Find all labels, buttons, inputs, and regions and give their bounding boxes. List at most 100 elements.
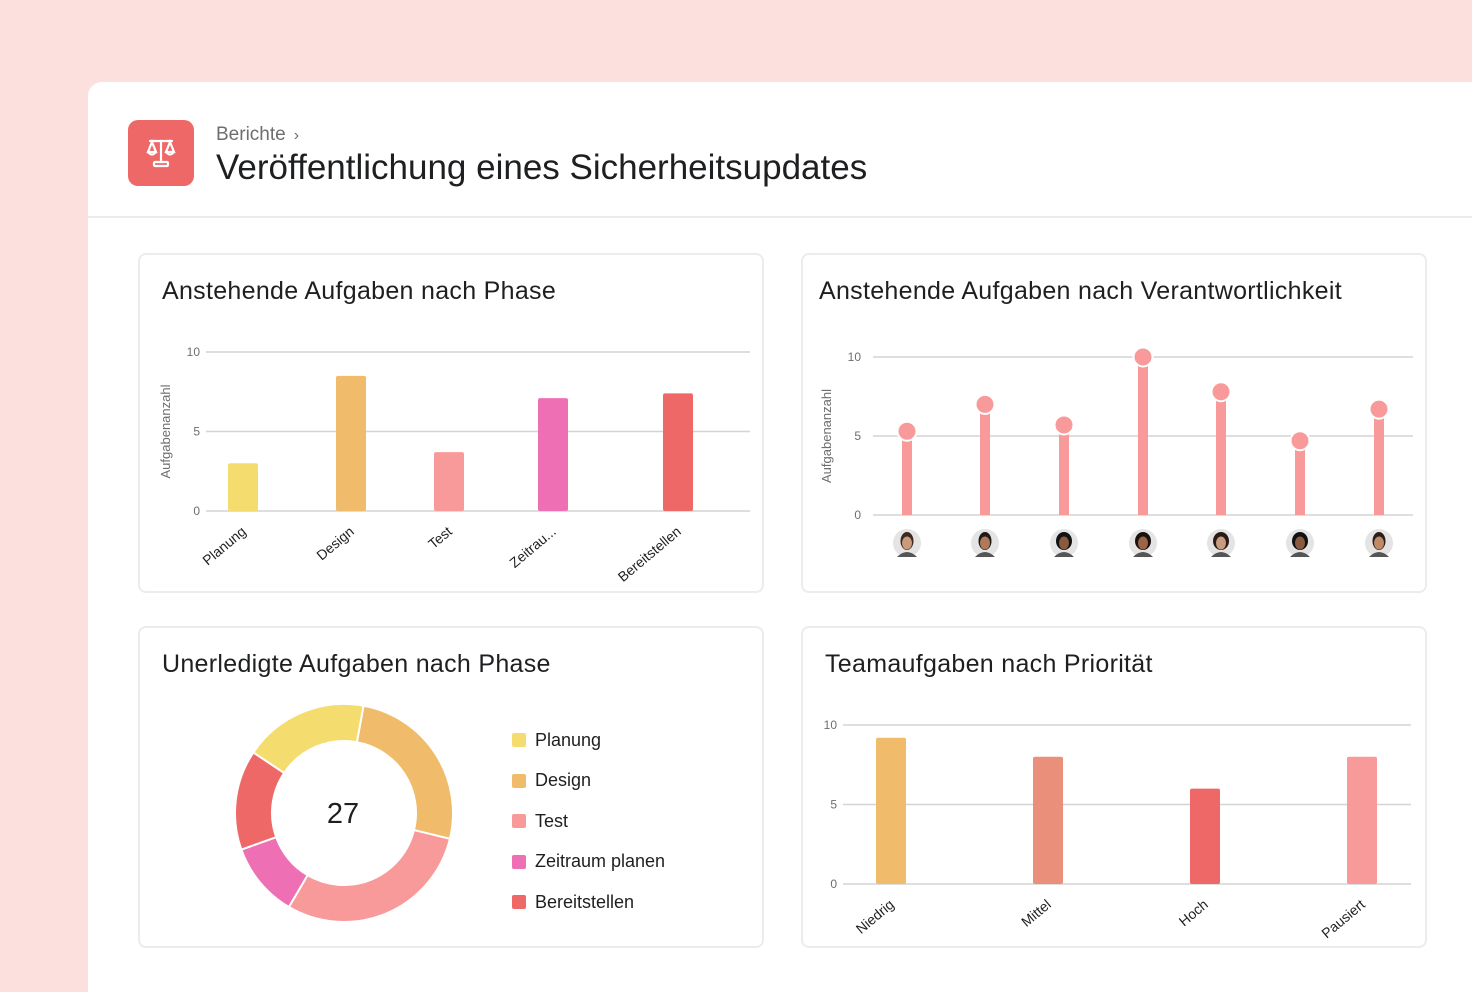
panel-phase: Anstehende Aufgaben nach Phase 0 5 10 Aufga… (138, 253, 764, 593)
avatar (1129, 529, 1157, 557)
y-tick-label: 10 (824, 718, 838, 732)
bar-planung (228, 463, 258, 511)
panel-title: Teamaufgaben nach Priorität (825, 650, 1153, 678)
y-tick-label: 10 (187, 345, 201, 359)
x-tick-label: Pausiert (1318, 896, 1368, 941)
phase-bar-chart: 0 5 10 Aufgabenanzahl Planung Design Test Zeitr… (158, 345, 750, 585)
bar-test (434, 452, 464, 511)
avatar (1365, 529, 1393, 557)
legend-item: Design (512, 761, 665, 802)
avatar-shoulders (1211, 552, 1231, 557)
y-tick-label: 10 (848, 350, 862, 364)
avatar-face (1059, 536, 1069, 550)
panel-open: Unerledigte Aufgaben nach Phase 27 Planu… (138, 626, 764, 948)
lollipop-stem (1374, 409, 1384, 515)
breadcrumb-link[interactable]: Berichte (216, 124, 286, 145)
lollipop-dot (1289, 430, 1311, 452)
avatar-face (1216, 536, 1226, 550)
avatar (893, 529, 921, 557)
avatar (1207, 529, 1235, 557)
x-tick-label: Zeitrau... (506, 523, 559, 571)
y-axis-label: Aufgabenanzahl (819, 389, 834, 483)
donut-slice-bereitstellen (234, 751, 286, 851)
legend-swatch (512, 814, 526, 829)
bar-bereitstellen (663, 393, 693, 511)
lollipop-stem (1216, 391, 1226, 515)
avatar (971, 529, 999, 557)
lollipop-dot (1132, 346, 1154, 368)
legend-swatch (512, 854, 526, 869)
avatar (1286, 529, 1314, 557)
scale-icon (128, 120, 194, 186)
x-tick-label: Niedrig (853, 896, 897, 937)
lollipop-stem (1295, 440, 1305, 515)
x-tick-label: Planung (199, 523, 249, 568)
bar-niedrig (876, 737, 906, 884)
bar-design (336, 375, 366, 511)
legend-item: Planung (512, 720, 665, 761)
lollipop-dot (1368, 398, 1390, 420)
avatar-shoulders (1290, 552, 1310, 557)
legend-label: Test (535, 810, 569, 831)
avatar-shoulders (897, 552, 917, 557)
bar-hoch (1190, 788, 1220, 884)
y-tick-label: 5 (830, 798, 837, 812)
avatar-face (902, 536, 912, 550)
y-tick-label: 5 (854, 429, 861, 443)
chevron-right-icon: › (293, 127, 300, 144)
x-tick-label: Hoch (1176, 896, 1211, 929)
y-tick-label: 0 (193, 504, 200, 518)
lollipop-stem (902, 431, 912, 515)
y-tick-label: 5 (193, 425, 200, 439)
y-axis-label: Aufgabenanzahl (158, 384, 173, 478)
x-tick-label: Test (425, 523, 455, 552)
legend-swatch (512, 733, 526, 748)
lollipop-stem (1059, 424, 1069, 515)
lollipop-dot (1053, 414, 1075, 436)
bar-pausiert (1347, 756, 1377, 884)
legend-label: Design (535, 770, 592, 791)
owner-lollipop-chart: 0 5 10 Aufgabenanzahl (819, 346, 1413, 557)
avatar-face (1374, 536, 1384, 550)
breadcrumb[interactable]: Berichte › (216, 124, 299, 146)
x-tick-label: Design (313, 523, 357, 563)
avatar-shoulders (1054, 552, 1074, 557)
page-title: Veröffentlichung eines Sicherheitsupdate… (216, 148, 868, 187)
lollipop-dot (974, 393, 996, 415)
donut-legend: Planung Design Test Zeitraum planen Bereitst… (512, 720, 665, 923)
avatar-shoulders (975, 552, 995, 557)
lollipop-stem (1138, 357, 1148, 515)
lollipop-dot (1210, 381, 1232, 403)
lollipop-dot (896, 420, 918, 442)
donut-slice-test (287, 828, 452, 923)
avatar-face (1138, 536, 1148, 550)
legend-label: Bereitstellen (535, 891, 635, 912)
panel-title: Anstehende Aufgaben nach Phase (162, 277, 557, 305)
panel-title: Unerledigte Aufgaben nach Phase (162, 650, 551, 678)
panel-priority: Teamaufgaben nach Priorität 0 5 10 Niedrig M… (801, 626, 1427, 948)
page-header: Berichte › Veröffentlichung eines Sicherh… (88, 82, 1472, 218)
panel-owner: Anstehende Aufgaben nach Verantwortlichk… (801, 253, 1427, 593)
legend-item: Zeitraum planen (512, 842, 665, 883)
y-tick-label: 0 (854, 508, 861, 522)
priority-bar-chart: 0 5 10 Niedrig Mittel Hoch Pausiert (824, 718, 1411, 941)
bar-mittel (1033, 756, 1063, 884)
phase-donut-chart (234, 703, 454, 923)
panel-title: Anstehende Aufgaben nach Verantwortlichk… (819, 277, 1342, 305)
bar-zeitrau (538, 398, 568, 511)
avatar-shoulders (1369, 552, 1389, 557)
legend-item: Test (512, 801, 665, 842)
lollipop-stem (980, 404, 990, 515)
legend-item: Bereitstellen (512, 882, 665, 923)
legend-swatch (512, 773, 526, 788)
donut-total: 27 (326, 798, 360, 830)
y-tick-label: 0 (830, 877, 837, 891)
x-tick-label: Bereitstellen (615, 523, 684, 585)
legend-label: Planung (535, 729, 602, 750)
avatar-face (980, 536, 990, 550)
avatar-face (1295, 536, 1305, 550)
avatar (1050, 529, 1078, 557)
x-tick-label: Mittel (1018, 896, 1054, 930)
avatar-shoulders (1133, 552, 1153, 557)
legend-label: Zeitraum planen (535, 851, 666, 872)
